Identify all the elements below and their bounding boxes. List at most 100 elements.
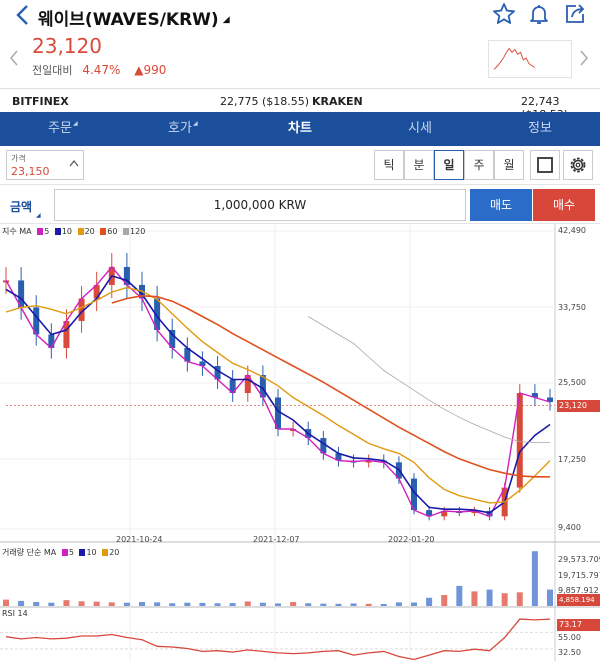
sparkline-chart: [488, 40, 572, 78]
candle-body: [547, 397, 553, 403]
period-week-button[interactable]: 주: [464, 150, 494, 180]
period-month-button[interactable]: 월: [494, 150, 524, 180]
price-field[interactable]: 가격 23,150: [6, 150, 84, 180]
volume-legend: 거래량 단순 MA 5 10 20: [2, 547, 119, 558]
app-header: 웨이브(WAVES/KRW) ◢: [0, 0, 600, 32]
x-tick-label: 2021-12-07: [253, 535, 300, 544]
volume-bar: [275, 603, 281, 606]
price-field-value: 23,150: [11, 165, 50, 178]
price-chart-canvas[interactable]: [0, 224, 600, 661]
volume-bar: [456, 585, 463, 606]
amount-type-selector[interactable]: 금액: [10, 200, 33, 214]
current-volume-tag: 4,858.194: [557, 594, 600, 606]
volume-bar: [214, 603, 221, 606]
legend-swatch: [100, 228, 107, 235]
next-coin-icon[interactable]: [578, 48, 590, 68]
legend-item: 5: [44, 227, 50, 236]
volume-bar: [335, 603, 342, 606]
buy-button[interactable]: 매수: [533, 189, 595, 221]
current-price-tag: 23,120: [557, 400, 600, 412]
candle-body: [290, 429, 297, 432]
y-tick-label: 42,490: [558, 226, 586, 235]
tab-chart[interactable]: 차트: [240, 112, 360, 146]
candle-body: [123, 266, 130, 285]
candle-body: [33, 307, 40, 335]
volume-bar: [33, 601, 40, 606]
candle-body: [365, 460, 372, 463]
legend-swatch: [54, 228, 61, 235]
candle-body: [78, 298, 85, 321]
period-day-button[interactable]: 일: [434, 150, 464, 180]
tab-label: 주문: [48, 121, 72, 136]
tab-label: 시세: [408, 121, 432, 136]
candle-body: [214, 365, 221, 380]
volume-bar: [48, 602, 55, 606]
volume-bar: [123, 602, 130, 606]
page-title[interactable]: 웨이브(WAVES/KRW) ◢: [38, 5, 230, 30]
x-tick-label: 2021-10-24: [116, 535, 163, 544]
volume-bar: [199, 602, 206, 606]
change-amount: ▲990: [134, 63, 167, 77]
candle-body: [93, 284, 100, 299]
chart-toolbar: 가격 23,150 틱 분 일 주 월: [0, 146, 600, 184]
period-tick-button[interactable]: 틱: [374, 150, 404, 180]
tab-order[interactable]: 주문 ◢: [0, 112, 120, 146]
candle-body: [169, 329, 176, 348]
tab-orderbook[interactable]: 호가 ◢: [120, 112, 240, 146]
candle-body: [411, 478, 417, 511]
volume-bar: [229, 603, 236, 606]
candle-body: [199, 361, 206, 366]
volume-bar: [365, 603, 372, 606]
tab-info[interactable]: 정보: [480, 112, 600, 146]
previous-coin-icon[interactable]: [8, 48, 20, 68]
current-rsi-tag: 73.17: [557, 619, 600, 631]
star-icon[interactable]: [492, 2, 516, 26]
volume-bar: [501, 593, 508, 606]
candle-body: [516, 393, 523, 488]
settings-button[interactable]: [563, 150, 593, 180]
candle-body: [441, 510, 448, 517]
y-tick-label: 55.00: [558, 633, 581, 642]
back-chevron-icon[interactable]: [14, 4, 32, 26]
volume-bar: [93, 601, 100, 606]
candle-body: [486, 510, 493, 517]
exchange-value: 22,775 ($18.55): [220, 95, 310, 108]
ma-line-120: [307, 316, 550, 443]
share-icon[interactable]: [563, 2, 587, 26]
volume-bar: [395, 602, 402, 606]
rsi-line: [5, 618, 551, 661]
tab-label: 정보: [528, 121, 552, 136]
volume-bar: [380, 603, 387, 606]
chart-area[interactable]: 지수 MA 5 10 20 60 120 42,490 33,750 25,50…: [0, 224, 600, 661]
y-tick-label: 25,500: [558, 378, 586, 387]
legend-swatch: [123, 228, 130, 235]
sell-button[interactable]: 매도: [470, 189, 532, 221]
chevron-up-icon: [69, 160, 79, 167]
candle-body: [471, 510, 478, 513]
amount-input[interactable]: 1,000,000 KRW: [54, 189, 466, 221]
main-tabs: 주문 ◢ 호가 ◢ 차트 시세 정보: [0, 112, 600, 146]
legend-prefix: 거래량 단순 MA: [2, 548, 57, 557]
current-price: 23,120: [32, 34, 102, 58]
fullscreen-button[interactable]: [530, 150, 560, 180]
period-minute-button[interactable]: 분: [404, 150, 434, 180]
volume-bar: [154, 602, 161, 606]
dropdown-icon: ◢: [72, 120, 78, 127]
volume-bar: [320, 603, 327, 606]
legend-item: 120: [130, 227, 146, 236]
legend-swatch: [61, 549, 68, 556]
volume-bar: [350, 603, 357, 606]
candle-body: [259, 375, 266, 398]
volume-bar: [78, 601, 85, 606]
bell-icon[interactable]: [527, 2, 551, 26]
gear-icon: [570, 157, 586, 173]
candle-body: [320, 438, 327, 454]
change-percent: 4.47%: [82, 63, 121, 77]
exchange-prices: BITFINEX 22,775 ($18.55) KRAKEN 22,743 (…: [0, 88, 600, 121]
y-tick-label: 17,250: [558, 455, 586, 464]
volume-bar: [18, 600, 25, 606]
volume-bar: [486, 589, 493, 606]
volume-bar: [3, 599, 9, 606]
tab-market[interactable]: 시세: [360, 112, 480, 146]
y-tick-label: 29,573.709: [558, 555, 600, 564]
